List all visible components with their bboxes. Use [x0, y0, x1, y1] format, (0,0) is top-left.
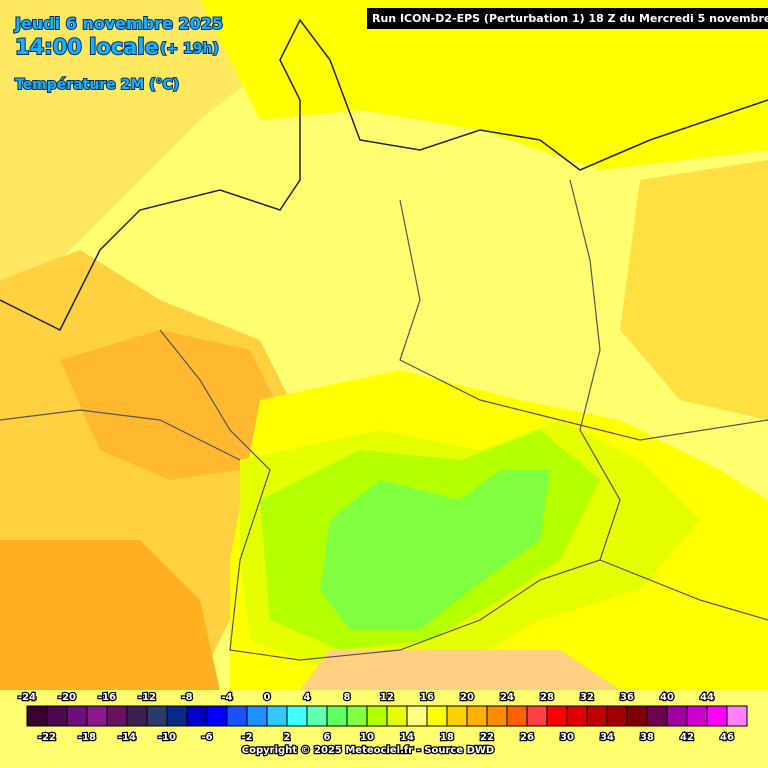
- legend-label: 30: [560, 732, 574, 743]
- legend-label: 10: [360, 732, 374, 743]
- legend-label: 32: [580, 692, 594, 703]
- legend-swatch: [606, 705, 628, 727]
- run-info: Run ICON-D2-EPS (Perturbation 1) 18 Z du…: [372, 12, 768, 25]
- legend-label: -2: [241, 732, 252, 743]
- legend-label: -16: [98, 692, 116, 703]
- lead-time: (+ 19h): [160, 41, 219, 57]
- copyright: Copyright © 2025 Meteociel.fr - Source D…: [242, 745, 494, 756]
- legend-label: 24: [500, 692, 514, 703]
- forecast-date: Jeudi 6 novembre 2025: [14, 14, 223, 33]
- legend-swatch: [686, 705, 708, 727]
- legend-label: 22: [480, 732, 494, 743]
- legend-label: -10: [158, 732, 176, 743]
- legend-label: -20: [58, 692, 76, 703]
- legend-background: [0, 690, 768, 768]
- legend-label: 18: [440, 732, 454, 743]
- legend-swatch: [546, 705, 568, 727]
- legend-swatch: [266, 705, 288, 727]
- legend-label: 16: [420, 692, 434, 703]
- run-banner: [367, 8, 768, 29]
- legend-swatch: [206, 705, 228, 727]
- legend-label: 40: [660, 692, 674, 703]
- legend-label: 14: [400, 732, 414, 743]
- legend-label: 4: [304, 692, 311, 703]
- legend-label: 6: [324, 732, 331, 743]
- legend-label: -24: [18, 692, 36, 703]
- legend-label: 42: [680, 732, 694, 743]
- legend-swatch: [446, 705, 468, 727]
- legend-label: -8: [181, 692, 192, 703]
- legend-swatch: [626, 705, 648, 727]
- legend-label: -14: [118, 732, 136, 743]
- legend-swatch: [86, 705, 108, 727]
- temperature-field: [0, 0, 768, 690]
- legend-label: -4: [221, 692, 232, 703]
- legend-swatch: [306, 705, 328, 727]
- legend-swatch: [346, 705, 368, 727]
- legend-swatch: [326, 705, 348, 727]
- legend-label: 20: [460, 692, 474, 703]
- legend-label: 44: [700, 692, 714, 703]
- legend-label: -18: [78, 732, 96, 743]
- legend-swatch: [66, 705, 88, 727]
- legend-label: 28: [540, 692, 554, 703]
- legend-swatch: [726, 705, 748, 727]
- legend-label: 46: [720, 732, 734, 743]
- legend-label: 38: [640, 732, 654, 743]
- legend-swatch: [166, 705, 188, 727]
- legend-swatch: [146, 705, 168, 727]
- legend-swatch: [26, 705, 48, 727]
- legend-swatch: [286, 705, 308, 727]
- borders: [0, 18, 768, 661]
- legend-swatch: [186, 705, 208, 727]
- legend-swatch: [386, 705, 408, 727]
- legend-label: 2: [284, 732, 291, 743]
- legend-swatch: [226, 705, 248, 727]
- legend-label: -6: [201, 732, 212, 743]
- forecast-time: 14:00 locale: [15, 35, 159, 59]
- legend-swatch: [406, 705, 428, 727]
- legend-swatch: [366, 705, 388, 727]
- legend-swatch: [46, 705, 68, 727]
- legend-swatch: [246, 705, 268, 727]
- legend-label: 34: [600, 732, 614, 743]
- legend-swatch: [506, 705, 528, 727]
- legend-swatch: [106, 705, 128, 727]
- legend-label: -22: [38, 732, 56, 743]
- legend-label: 36: [620, 692, 634, 703]
- legend-swatch: [706, 705, 728, 727]
- legend-swatch: [486, 705, 508, 727]
- legend-swatch: [126, 705, 148, 727]
- legend-label: 26: [520, 732, 534, 743]
- color-legend: -24-22-20-18-16-14-12-10-8-6-4-202468101…: [17, 691, 748, 744]
- legend-swatch: [466, 705, 488, 727]
- legend-label: 8: [344, 692, 351, 703]
- legend-swatch: [586, 705, 608, 727]
- legend-swatch: [526, 705, 548, 727]
- legend-label: 0: [264, 692, 271, 703]
- legend-label: -12: [138, 692, 156, 703]
- variable-name: Température 2M (°C): [15, 77, 179, 93]
- legend-swatch: [646, 705, 668, 727]
- legend-swatch: [666, 705, 688, 727]
- legend-label: 12: [380, 692, 394, 703]
- legend-swatch: [426, 705, 448, 727]
- legend-swatch: [566, 705, 588, 727]
